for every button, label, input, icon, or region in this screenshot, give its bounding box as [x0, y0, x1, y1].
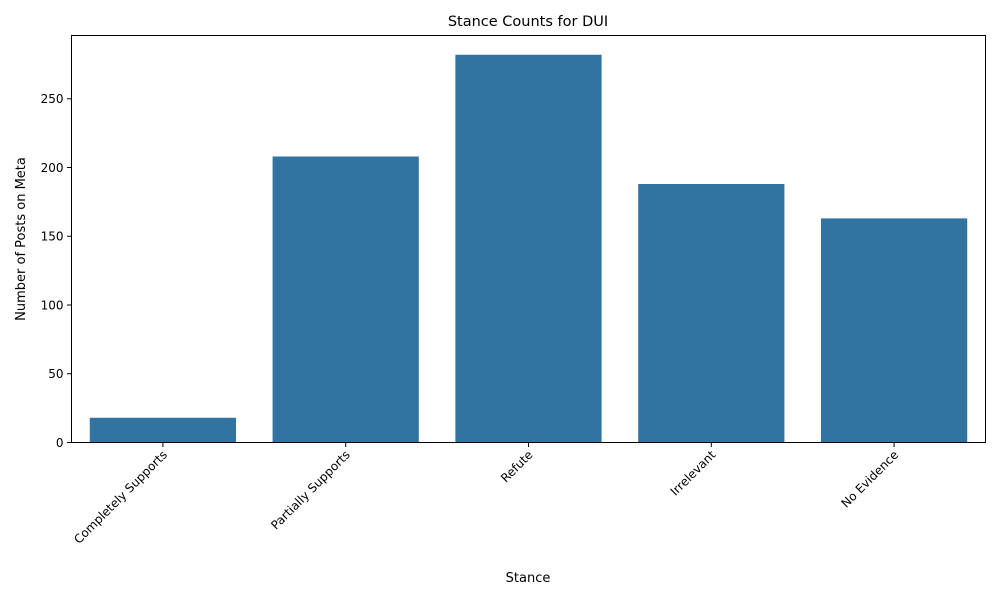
y-tick-label: 50 [48, 367, 63, 381]
y-tick-label: 200 [41, 161, 64, 175]
y-axis: 0 50 100 150 200 250 [41, 92, 72, 450]
bar-no-evidence [820, 218, 968, 443]
x-axis-label: Stance [506, 571, 551, 586]
bar-irrelevant [638, 184, 785, 443]
x-axis: Completely Supports Partially Supports Ref… [71, 442, 901, 547]
y-axis-label: Number of Posts on Meta [14, 157, 29, 321]
y-tick-label: 0 [56, 436, 64, 450]
bar-refute [455, 54, 602, 443]
x-tick-label: Partially Supports [268, 448, 353, 533]
x-tick-label: Refute [498, 448, 536, 486]
y-tick-label: 150 [41, 230, 64, 244]
x-tick-label: Completely Supports [71, 448, 170, 547]
plot-frame [71, 35, 986, 443]
bar-partially-supports [272, 156, 419, 443]
x-tick-label: No Evidence [838, 448, 901, 511]
bars-group [89, 54, 968, 443]
y-tick-label: 100 [41, 298, 64, 312]
y-tick-label: 250 [41, 92, 64, 106]
x-tick-label: Irrelevant [668, 448, 719, 499]
bar-completely-supports [89, 417, 237, 443]
chart-title: Stance Counts for DUI [448, 14, 608, 30]
